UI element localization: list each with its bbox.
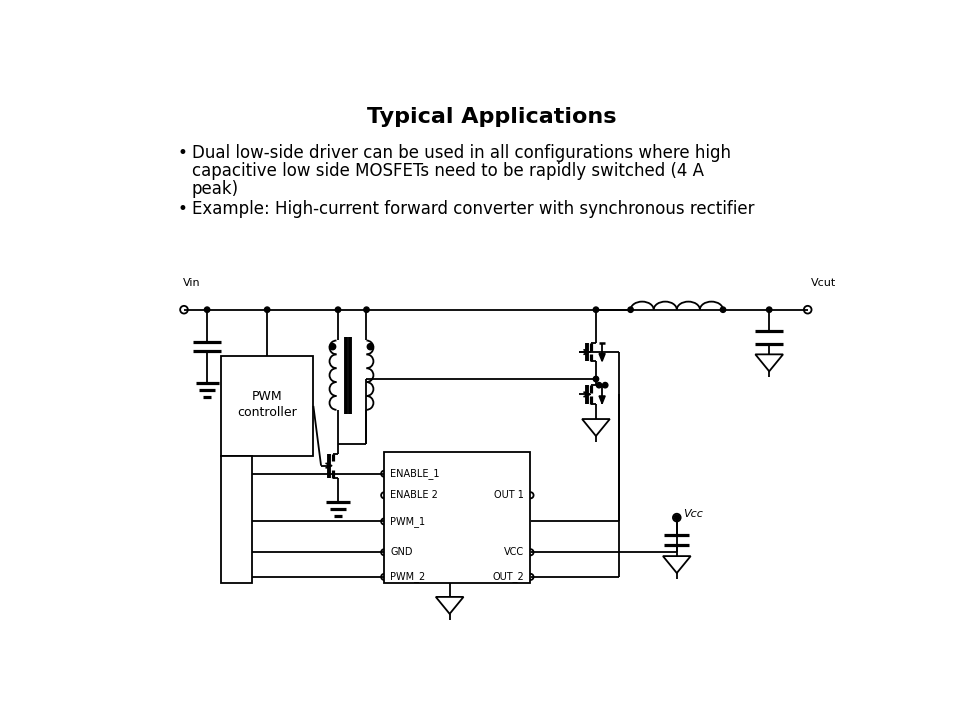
Circle shape	[628, 307, 634, 312]
Circle shape	[593, 377, 599, 382]
Bar	[384, 452, 531, 583]
Circle shape	[596, 382, 602, 388]
Text: Vin: Vin	[182, 278, 200, 288]
Polygon shape	[599, 396, 605, 404]
Circle shape	[335, 307, 341, 312]
Polygon shape	[599, 354, 605, 361]
Text: PWM_1: PWM_1	[391, 516, 425, 527]
Text: OUT 1: OUT 1	[494, 490, 524, 500]
Circle shape	[364, 307, 370, 312]
Text: peak): peak)	[192, 179, 239, 197]
Circle shape	[264, 307, 270, 312]
Text: ENABLE 2: ENABLE 2	[391, 490, 438, 500]
Text: PWM_2: PWM_2	[391, 572, 425, 582]
Text: Vcc: Vcc	[683, 509, 703, 518]
Text: •: •	[178, 144, 188, 162]
Circle shape	[368, 343, 373, 350]
Text: Typical Applications: Typical Applications	[368, 107, 616, 127]
Circle shape	[720, 307, 726, 312]
Circle shape	[674, 515, 680, 521]
Bar	[221, 456, 252, 583]
Text: GND: GND	[391, 547, 413, 557]
Circle shape	[766, 307, 772, 312]
Text: capacitive low side MOSFETs need to be rapidly switched (4 A: capacitive low side MOSFETs need to be r…	[192, 162, 704, 180]
Text: Vcut: Vcut	[811, 278, 836, 288]
Text: •: •	[178, 200, 188, 218]
Circle shape	[593, 307, 599, 312]
Text: controller: controller	[237, 405, 297, 418]
Text: Example: High-current forward converter with synchronous rectifier: Example: High-current forward converter …	[192, 200, 755, 218]
Text: ENABLE_1: ENABLE_1	[391, 468, 440, 480]
Text: Dual low-side driver can be used in all configurations where high: Dual low-side driver can be used in all …	[192, 144, 731, 162]
Circle shape	[204, 307, 210, 312]
Text: OUT_2: OUT_2	[492, 572, 524, 582]
Text: VCC: VCC	[504, 547, 524, 557]
Bar	[221, 356, 313, 456]
Text: PWM: PWM	[252, 390, 282, 403]
Circle shape	[329, 343, 336, 350]
Circle shape	[603, 382, 608, 388]
